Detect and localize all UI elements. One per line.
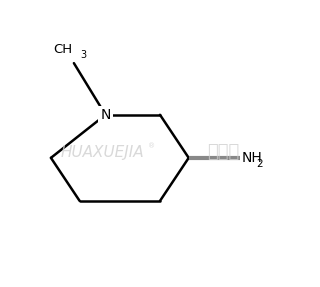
Text: HUAXUEJIA: HUAXUEJIA (61, 145, 144, 160)
Text: CH: CH (53, 43, 72, 56)
Text: ®: ® (148, 144, 155, 149)
Text: 化学加: 化学加 (207, 143, 239, 161)
Text: N: N (100, 108, 111, 122)
Text: NH: NH (242, 151, 262, 165)
Text: 3: 3 (80, 50, 86, 60)
Text: 2: 2 (257, 159, 263, 168)
